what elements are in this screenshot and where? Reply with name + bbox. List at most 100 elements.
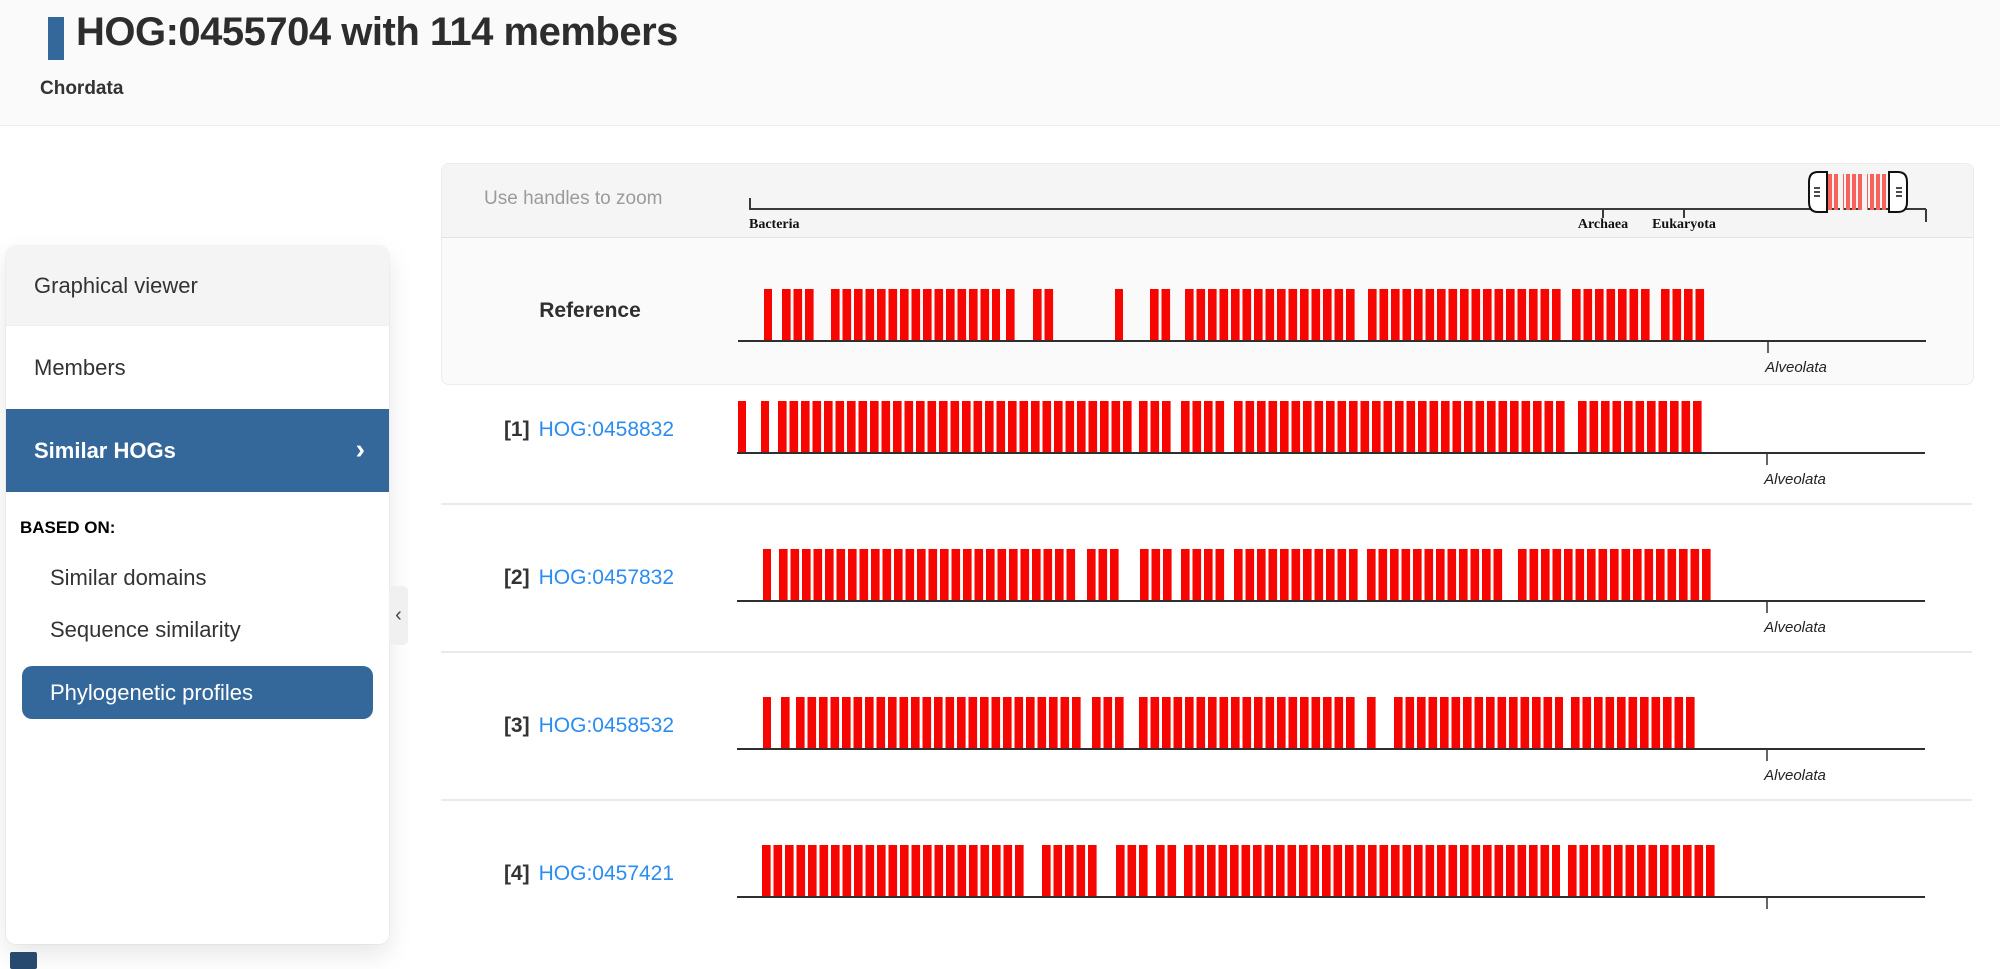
presence-bar — [904, 401, 914, 453]
brush-gap — [1862, 173, 1867, 211]
presence-bar — [802, 549, 811, 601]
presence-bar — [1181, 549, 1190, 601]
presence-bar — [1509, 697, 1518, 749]
presence-bar — [1470, 549, 1480, 601]
sidebar-item-phylogenetic-profiles[interactable]: Phylogenetic profiles — [22, 666, 373, 719]
presence-bar — [1667, 549, 1677, 601]
presence-bar — [1268, 401, 1278, 453]
sidebar-collapse-handle[interactable]: ‹ — [389, 586, 408, 645]
presence-bar — [1618, 289, 1627, 341]
presence-bar — [1589, 401, 1599, 453]
presence-bar — [894, 549, 903, 601]
presence-bar — [1140, 549, 1149, 601]
sidebar-item-members[interactable]: Members — [6, 325, 389, 409]
presence-bar — [1349, 549, 1358, 601]
presence-bar — [1173, 697, 1183, 749]
presence-bar — [900, 845, 909, 897]
presence-bar — [865, 289, 875, 341]
hog-link[interactable]: HOG:0458532 — [538, 714, 675, 737]
presence-bar — [1595, 289, 1604, 341]
sidebar-item-similar-hogs[interactable]: Similar HOGs › — [6, 409, 389, 492]
presence-bar — [825, 549, 834, 601]
presence-bar — [1115, 697, 1124, 749]
axis-label-bacteria: Bacteria — [749, 217, 800, 232]
presence-bar — [782, 289, 791, 341]
presence-bar — [911, 845, 921, 897]
presence-bar — [1167, 845, 1177, 897]
chevron-left-icon: ‹ — [395, 604, 402, 626]
presence-bar — [842, 289, 852, 341]
presence-bar — [1564, 549, 1573, 601]
presence-bar — [1541, 549, 1550, 601]
presence-bar — [1230, 845, 1239, 897]
presence-bar — [1424, 549, 1434, 601]
similar-hogs-list: [1] HOG:0458832 Alveolata [2] HOG:0457832 Alv… — [441, 357, 1972, 947]
presence-bar — [1605, 697, 1615, 749]
presence-bar — [1475, 401, 1485, 453]
presence-bar — [858, 401, 868, 453]
sidebar-item-similar-domains[interactable]: Similar domains — [50, 565, 207, 590]
presence-bar — [1311, 697, 1321, 749]
presence-bar — [1459, 549, 1468, 601]
presence-bar — [1031, 401, 1040, 453]
presence-bar — [1610, 549, 1619, 601]
similar-hog-row-label: [1] HOG:0458832 — [441, 357, 737, 503]
presence-bar — [1345, 845, 1354, 897]
presence-bar — [1161, 289, 1171, 341]
presence-bar — [1414, 845, 1423, 897]
presence-bar — [1003, 697, 1012, 749]
presence-bar — [1575, 549, 1585, 601]
presence-bar — [1042, 401, 1052, 453]
page-title: HOG:0455704 with 114 members — [76, 10, 678, 54]
presence-bar — [1540, 289, 1550, 341]
presence-bar — [1032, 549, 1041, 601]
presence-bar — [1037, 697, 1047, 749]
presence-bar — [859, 549, 869, 601]
presence-bar — [1378, 549, 1388, 601]
presence-bar — [1521, 401, 1531, 453]
sidebar-item-graphical-viewer[interactable]: Graphical viewer — [6, 246, 389, 325]
presence-bar — [1520, 697, 1530, 749]
presence-bar — [1471, 289, 1481, 341]
presence-bar — [1663, 697, 1672, 749]
presence-bar — [805, 289, 814, 341]
presence-bar — [1556, 401, 1565, 453]
presence-bar — [1629, 289, 1639, 341]
presence-bar — [762, 845, 771, 897]
presence-bar — [974, 549, 984, 601]
presence-bar — [1049, 697, 1058, 749]
similar-hog-row: [2] HOG:0457832 Alveolata — [441, 505, 1972, 653]
presence-bar — [1346, 697, 1355, 749]
presence-bar — [1414, 289, 1423, 341]
presence-bar — [1483, 845, 1492, 897]
presence-bar — [1288, 289, 1298, 341]
presence-bar — [1686, 697, 1695, 749]
presence-bar — [854, 845, 863, 897]
presence-bar — [877, 289, 886, 341]
presence-bar — [1391, 289, 1400, 341]
hog-link[interactable]: HOG:0458832 — [538, 418, 675, 441]
presence-bar — [1257, 401, 1266, 453]
presence-bar — [1115, 289, 1123, 341]
presence-bar — [934, 845, 944, 897]
presence-bar — [1587, 549, 1596, 601]
presence-bar — [1026, 697, 1035, 749]
presence-bar — [1215, 549, 1225, 601]
presence-bar — [1151, 549, 1161, 601]
hog-link[interactable]: HOG:0457832 — [538, 566, 675, 589]
presence-bar — [1644, 549, 1654, 601]
presence-bar — [1625, 845, 1635, 897]
presence-bar — [1280, 549, 1289, 601]
presence-bar — [1015, 845, 1024, 897]
presence-bar — [1208, 697, 1217, 749]
hog-link[interactable]: HOG:0457421 — [538, 862, 675, 885]
presence-bar — [1628, 697, 1638, 749]
presence-bar — [1606, 289, 1616, 341]
presence-bar — [1322, 845, 1331, 897]
sidebar-item-sequence-similarity[interactable]: Sequence similarity — [50, 617, 241, 642]
presence-bar — [1486, 697, 1495, 749]
row-rank: [3] — [503, 714, 530, 737]
presence-bar — [1254, 289, 1263, 341]
presence-bar — [1303, 549, 1312, 601]
presence-bar — [1231, 289, 1240, 341]
